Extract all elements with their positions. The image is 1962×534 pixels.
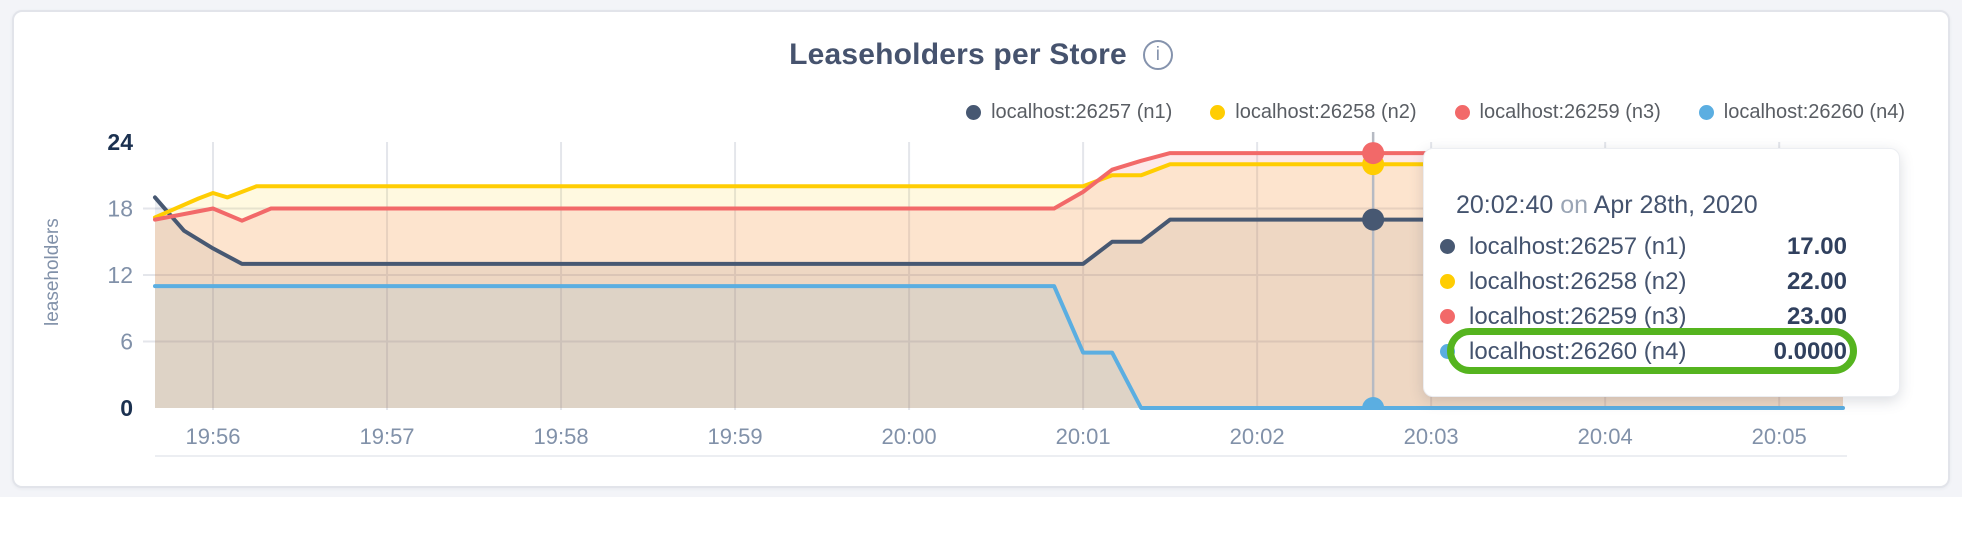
tooltip-row-dot-icon: [1440, 344, 1455, 359]
series-line: [153, 151, 1845, 223]
info-icon-glyph: i: [1155, 44, 1161, 65]
hover-tooltip: 20:02:40 on Apr 28th, 2020 localhost:262…: [1423, 148, 1900, 397]
legend-item[interactable]: localhost:26259 (n3): [1454, 101, 1661, 124]
y-tick-label: 0: [120, 395, 133, 421]
legend-item[interactable]: localhost:26257 (n1): [966, 101, 1172, 124]
y-tick-label: 18: [107, 196, 133, 222]
tooltip-row-label: localhost:26259 (n3): [1469, 302, 1687, 330]
legend-item[interactable]: localhost:26258 (n2): [1210, 101, 1417, 124]
x-tick-label: 19:58: [534, 424, 589, 449]
series-area: [155, 197, 1843, 408]
series-line: [153, 195, 1845, 266]
tooltip-time: 20:02:40: [1456, 191, 1554, 219]
legend-label: localhost:26258 (n2): [1235, 101, 1417, 123]
x-tick-label: 19:57: [359, 424, 414, 449]
tooltip-rows: localhost:26257 (n1) 17.00 localhost:26258…: [1440, 229, 1847, 369]
hover-dot-icon: [1362, 208, 1385, 231]
info-icon[interactable]: i: [1142, 40, 1173, 70]
x-tick-label: 20:03: [1404, 424, 1459, 449]
chart-title: Leaseholders per Store: [789, 38, 1127, 71]
x-tick-label: 20:01: [1056, 424, 1111, 449]
tooltip-row: localhost:26258 (n2) 22.00: [1440, 264, 1847, 299]
tooltip-row-dot-icon: [1440, 274, 1455, 289]
tooltip-on-word: on: [1560, 191, 1589, 219]
tooltip-row: localhost:26257 (n1) 17.00: [1440, 229, 1847, 264]
series-area: [155, 286, 1843, 408]
hover-dots: [1362, 142, 1385, 410]
tooltip-row-dot-icon: [1440, 309, 1455, 324]
tooltip-row-value: 23.00: [1786, 302, 1847, 330]
legend-item[interactable]: localhost:26260 (n4): [1698, 101, 1905, 124]
hover-dot-icon: [1362, 142, 1385, 165]
legend-dot-icon: [1698, 105, 1714, 120]
tooltip-row-label: localhost:26260 (n4): [1469, 337, 1687, 365]
series-line: [153, 162, 1845, 220]
chart-header: Leaseholders per Store i: [12, 38, 1950, 72]
y-tick-label: 6: [120, 329, 133, 355]
tooltip-row-value: 17.00: [1786, 232, 1847, 260]
x-tick-label: 20:05: [1752, 424, 1807, 449]
x-tick-label: 20:04: [1578, 424, 1633, 449]
series-area: [155, 153, 1843, 408]
y-tick-label: 12: [107, 262, 133, 288]
legend-label: localhost:26257 (n1): [991, 101, 1173, 123]
legend-dot-icon: [1454, 105, 1470, 120]
legend-label: localhost:26260 (n4): [1723, 101, 1905, 123]
y-tick-label: 24: [107, 129, 133, 155]
hover-dot-icon: [1362, 397, 1385, 410]
x-tick-label: 19:59: [708, 424, 763, 449]
x-tick-label: 19:56: [185, 424, 240, 449]
series-line: [153, 284, 1845, 410]
tooltip-date: Apr 28th, 2020: [1593, 191, 1758, 219]
legend: localhost:26257 (n1) localhost:26258 (n2)…: [966, 101, 1905, 124]
x-tick-label: 20:02: [1230, 424, 1285, 449]
tooltip-row-label: localhost:26257 (n1): [1469, 232, 1687, 260]
tooltip-row-value: 22.00: [1786, 267, 1847, 295]
tooltip-row: localhost:26260 (n4) 0.0000: [1440, 334, 1847, 369]
tooltip-row: localhost:26259 (n3) 23.00: [1440, 299, 1847, 334]
tooltip-row-dot-icon: [1440, 239, 1455, 254]
x-tick-label: 20:00: [882, 424, 937, 449]
tooltip-row-value: 0.0000: [1773, 337, 1847, 365]
legend-dot-icon: [966, 105, 982, 120]
tooltip-header: 20:02:40 on Apr 28th, 2020: [1456, 191, 1758, 220]
tooltip-row-label: localhost:26258 (n2): [1469, 267, 1687, 295]
legend-dot-icon: [1210, 105, 1226, 120]
legend-label: localhost:26259 (n3): [1479, 101, 1661, 123]
